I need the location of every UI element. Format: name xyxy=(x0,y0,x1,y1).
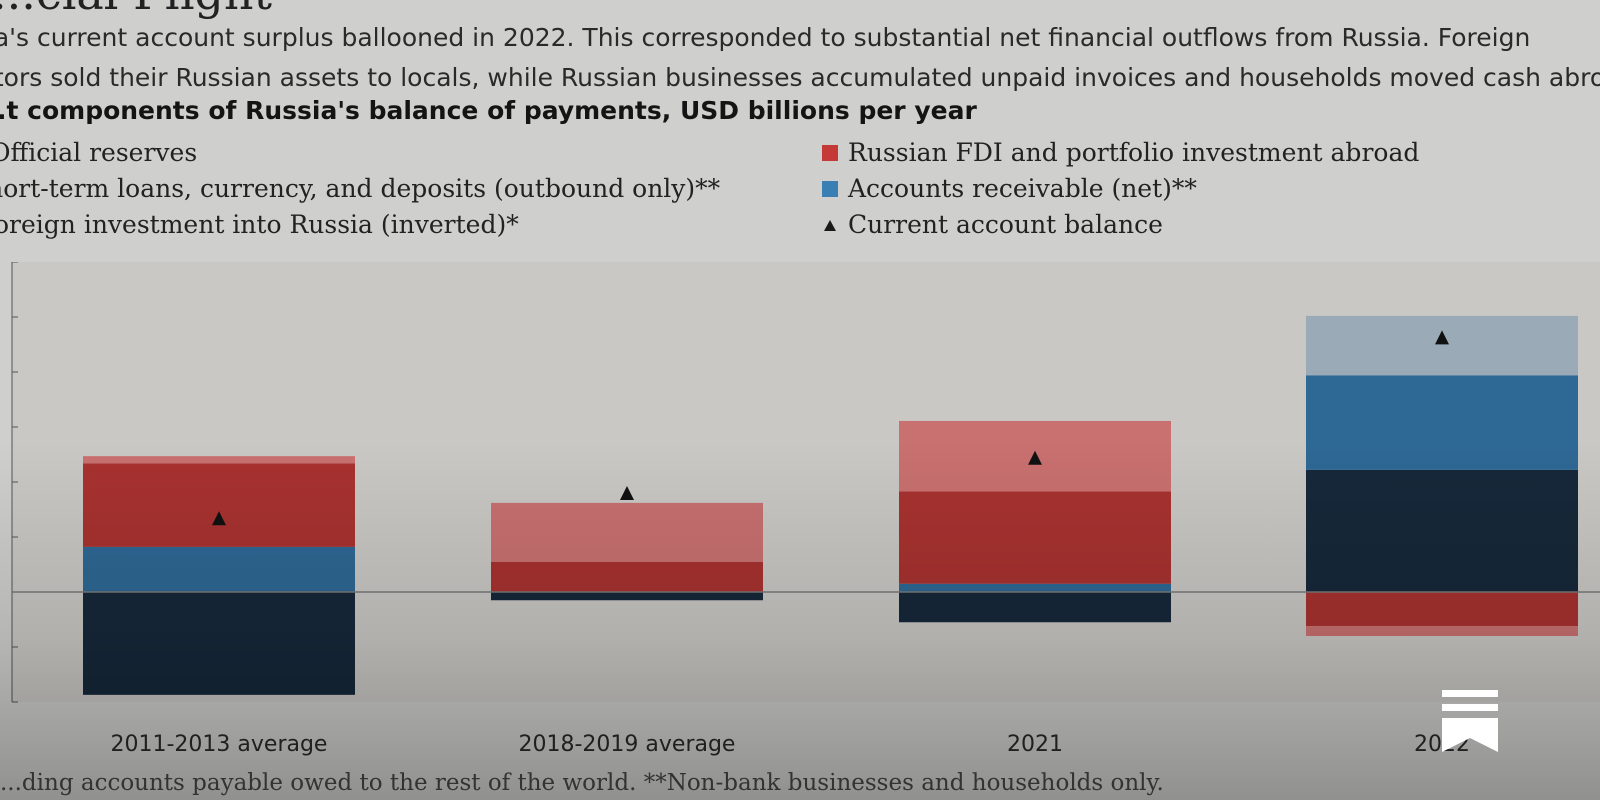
bar-segment xyxy=(899,491,1171,584)
legend-item-foreign-investment: Foreign investment into Russia (inverted… xyxy=(0,207,720,243)
legend-right: Russian FDI and portfolio investment abr… xyxy=(822,135,1419,243)
x-tick-label: 2021 xyxy=(1007,732,1063,757)
current-account-marker xyxy=(212,511,226,526)
legend-label: Short-term loans, currency, and deposits… xyxy=(0,174,721,203)
bar-segment xyxy=(1306,469,1578,592)
current-account-marker xyxy=(1028,450,1042,465)
legend-swatch xyxy=(822,181,838,197)
page-title: ...cial Flight xyxy=(0,0,272,20)
footnote: ...ding accounts payable owed to the res… xyxy=(0,770,1164,796)
x-tick-label: 2018-2019 average xyxy=(519,732,736,757)
triangle-icon xyxy=(824,219,836,231)
bar-segment xyxy=(83,463,355,547)
chart-title: ...t components of Russia's balance of p… xyxy=(0,96,977,125)
bar-segment xyxy=(1306,315,1578,376)
bar-segment xyxy=(83,456,355,464)
bar-segment xyxy=(491,561,763,592)
bar-segment xyxy=(1306,626,1578,636)
current-account-marker xyxy=(1435,330,1449,345)
legend-label: Accounts receivable (net)** xyxy=(848,174,1197,203)
bar-segment xyxy=(83,592,355,695)
subtitle: ...a's current account surplus ballooned… xyxy=(0,18,1600,98)
legend-item-official-reserves: Official reserves xyxy=(0,135,720,171)
bar-segment xyxy=(1306,592,1578,627)
bar-segment xyxy=(899,583,1171,592)
legend-left: Official reserves Short-term loans, curr… xyxy=(0,135,720,243)
legend-item-short-term-loans: Short-term loans, currency, and deposits… xyxy=(0,171,720,207)
bar-segment xyxy=(491,502,763,562)
subtitle-line-1: ...a's current account surplus ballooned… xyxy=(0,23,1531,52)
bar-segment xyxy=(83,546,355,592)
legend-item-current-account: Current account balance xyxy=(822,207,1419,243)
substack-logo-icon xyxy=(1442,690,1498,752)
bar-segment xyxy=(491,592,763,601)
legend-item-russian-fdi: Russian FDI and portfolio investment abr… xyxy=(822,135,1419,171)
subtitle-line-2: ...tors sold their Russian assets to loc… xyxy=(0,63,1600,92)
legend-label: Foreign investment into Russia (inverted… xyxy=(0,210,519,239)
bar-segment xyxy=(899,592,1171,623)
legend-item-accounts-receivable: Accounts receivable (net)** xyxy=(822,171,1419,207)
legend-swatch xyxy=(822,145,838,161)
x-tick-label: 2011-2013 average xyxy=(111,732,328,757)
current-account-marker xyxy=(620,486,634,500)
legend-label: Official reserves xyxy=(0,138,198,167)
bar-segment xyxy=(1306,375,1578,470)
legend-label: Russian FDI and portfolio investment abr… xyxy=(848,138,1420,167)
legend-label: Current account balance xyxy=(848,210,1163,239)
